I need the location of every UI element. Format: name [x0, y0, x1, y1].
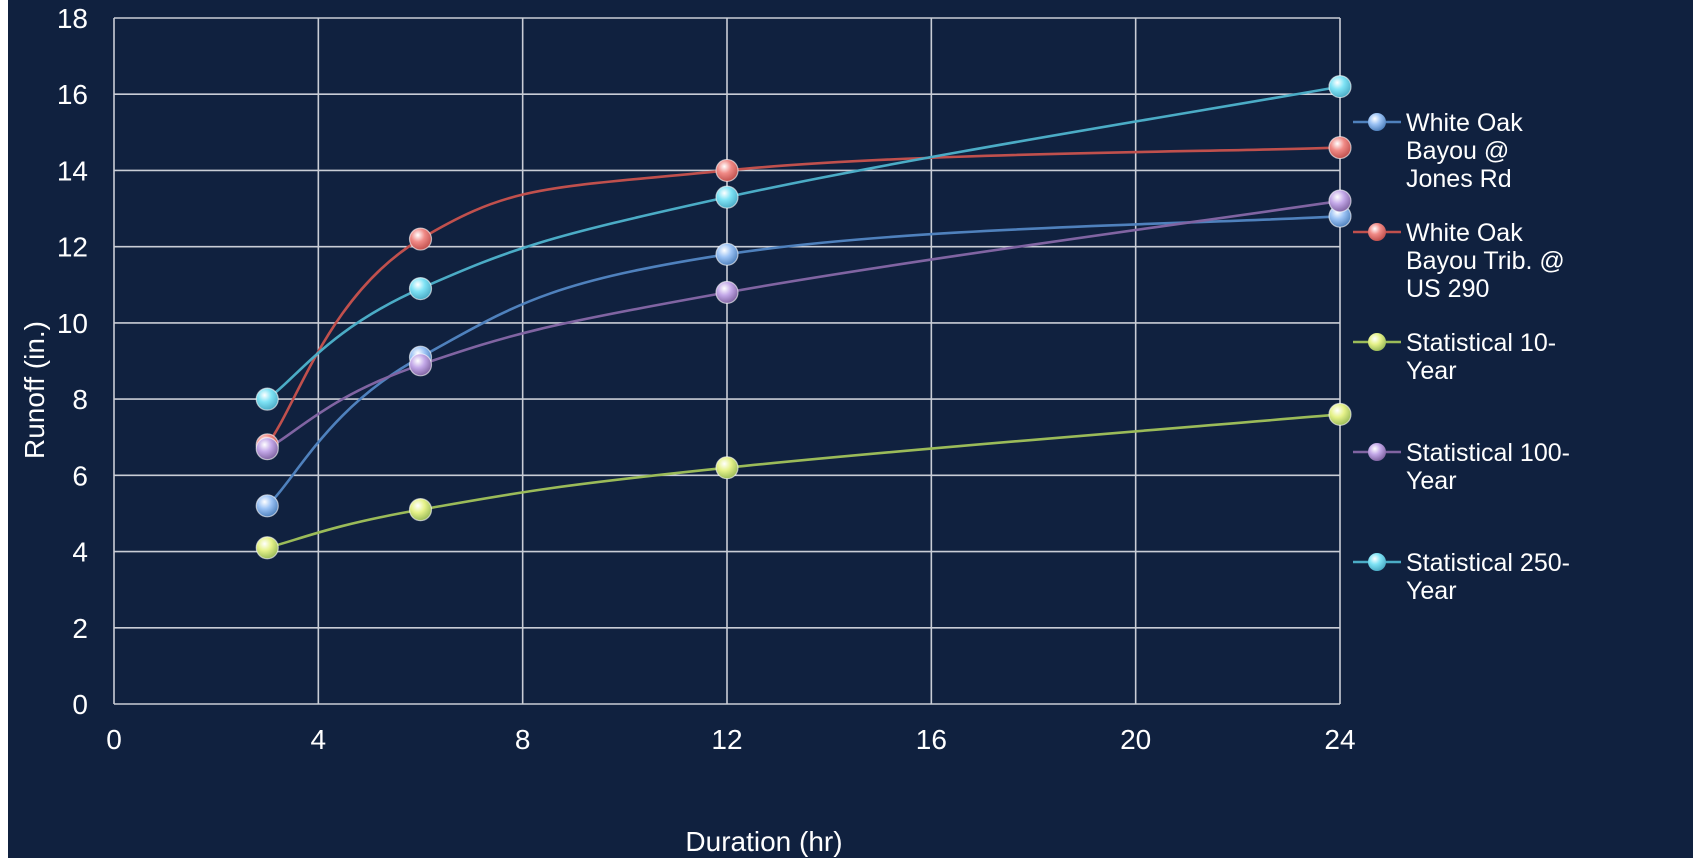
y-tick-label: 8: [72, 384, 88, 415]
data-point: [408, 353, 433, 377]
marker-group: [255, 74, 1352, 560]
data-point: [1328, 189, 1352, 213]
data-point: [715, 185, 739, 209]
legend-label: Statistical 10-: [1406, 329, 1556, 357]
legend-item: Statistical 100-Year: [1353, 439, 1570, 495]
series-group: [266, 85, 1341, 550]
y-tick-label: 4: [72, 537, 88, 568]
data-point: [1328, 135, 1352, 160]
legend-label: Year: [1406, 577, 1457, 605]
y-tick-label: 16: [57, 79, 88, 110]
x-tick-label: 16: [916, 724, 947, 755]
x-tick-label: 0: [106, 724, 122, 755]
y-axis-title: Runoff (in.): [19, 321, 50, 459]
legend-label: White Oak: [1406, 219, 1523, 247]
x-tick-label: 12: [711, 724, 742, 755]
legend-label: White Oak: [1406, 109, 1523, 137]
legend-swatch-marker: [1368, 553, 1386, 571]
legend-swatch-marker: [1368, 223, 1386, 241]
x-tick-label: 24: [1324, 724, 1355, 755]
chart-panel: 0 4 8 12 16 20 24 0 2 4 6 8 10 12 14 16 18 Duration (hr…: [8, 0, 1693, 858]
y-tick-label: 14: [57, 155, 88, 186]
y-tick-label: 18: [57, 3, 88, 34]
y-tick-label: 0: [72, 689, 88, 720]
data-point: [255, 387, 279, 411]
series-line: [266, 199, 1341, 450]
y-tick-label: 2: [72, 613, 88, 644]
legend-item: Statistical 250-Year: [1353, 549, 1570, 605]
data-point: [1328, 402, 1352, 426]
legend-label: Bayou @: [1406, 137, 1509, 165]
legend-item: Statistical 10-Year: [1353, 329, 1556, 385]
data-point: [715, 242, 739, 266]
legend-swatch-marker: [1368, 113, 1386, 131]
y-axis-ticks: 0 2 4 6 8 10 12 14 16 18: [57, 3, 88, 720]
x-tick-label: 20: [1120, 724, 1151, 755]
x-axis-ticks: 0 4 8 12 16 20 24: [106, 724, 1355, 755]
data-point: [1328, 74, 1352, 99]
series-line: [266, 413, 1341, 550]
data-point: [408, 498, 433, 522]
legend-label: Statistical 100-: [1406, 439, 1570, 467]
data-point: [715, 158, 739, 183]
legend-label: Year: [1406, 467, 1457, 495]
data-point: [255, 494, 279, 518]
x-tick-label: 8: [515, 724, 531, 755]
y-tick-label: 12: [57, 232, 88, 263]
series-line: [266, 146, 1341, 446]
y-tick-label: 10: [57, 308, 88, 339]
legend-label: US 290: [1406, 275, 1489, 303]
legend-swatch-marker: [1368, 443, 1386, 461]
legend-swatch-marker: [1368, 333, 1386, 351]
legend-label: Year: [1406, 357, 1457, 385]
legend-label: Statistical 250-: [1406, 549, 1570, 577]
series-line: [266, 214, 1341, 507]
data-point: [715, 280, 739, 304]
legend-label: Bayou Trib. @: [1406, 247, 1565, 275]
data-point: [408, 276, 433, 301]
y-tick-label: 6: [72, 460, 88, 491]
data-point: [715, 456, 739, 480]
data-point: [408, 227, 433, 251]
x-tick-label: 4: [311, 724, 327, 755]
x-axis-title: Duration (hr): [685, 826, 842, 857]
legend-label: Jones Rd: [1406, 165, 1512, 193]
data-point: [255, 437, 279, 461]
grid: [113, 17, 1341, 705]
data-point: [255, 536, 279, 560]
series-line: [266, 85, 1341, 401]
